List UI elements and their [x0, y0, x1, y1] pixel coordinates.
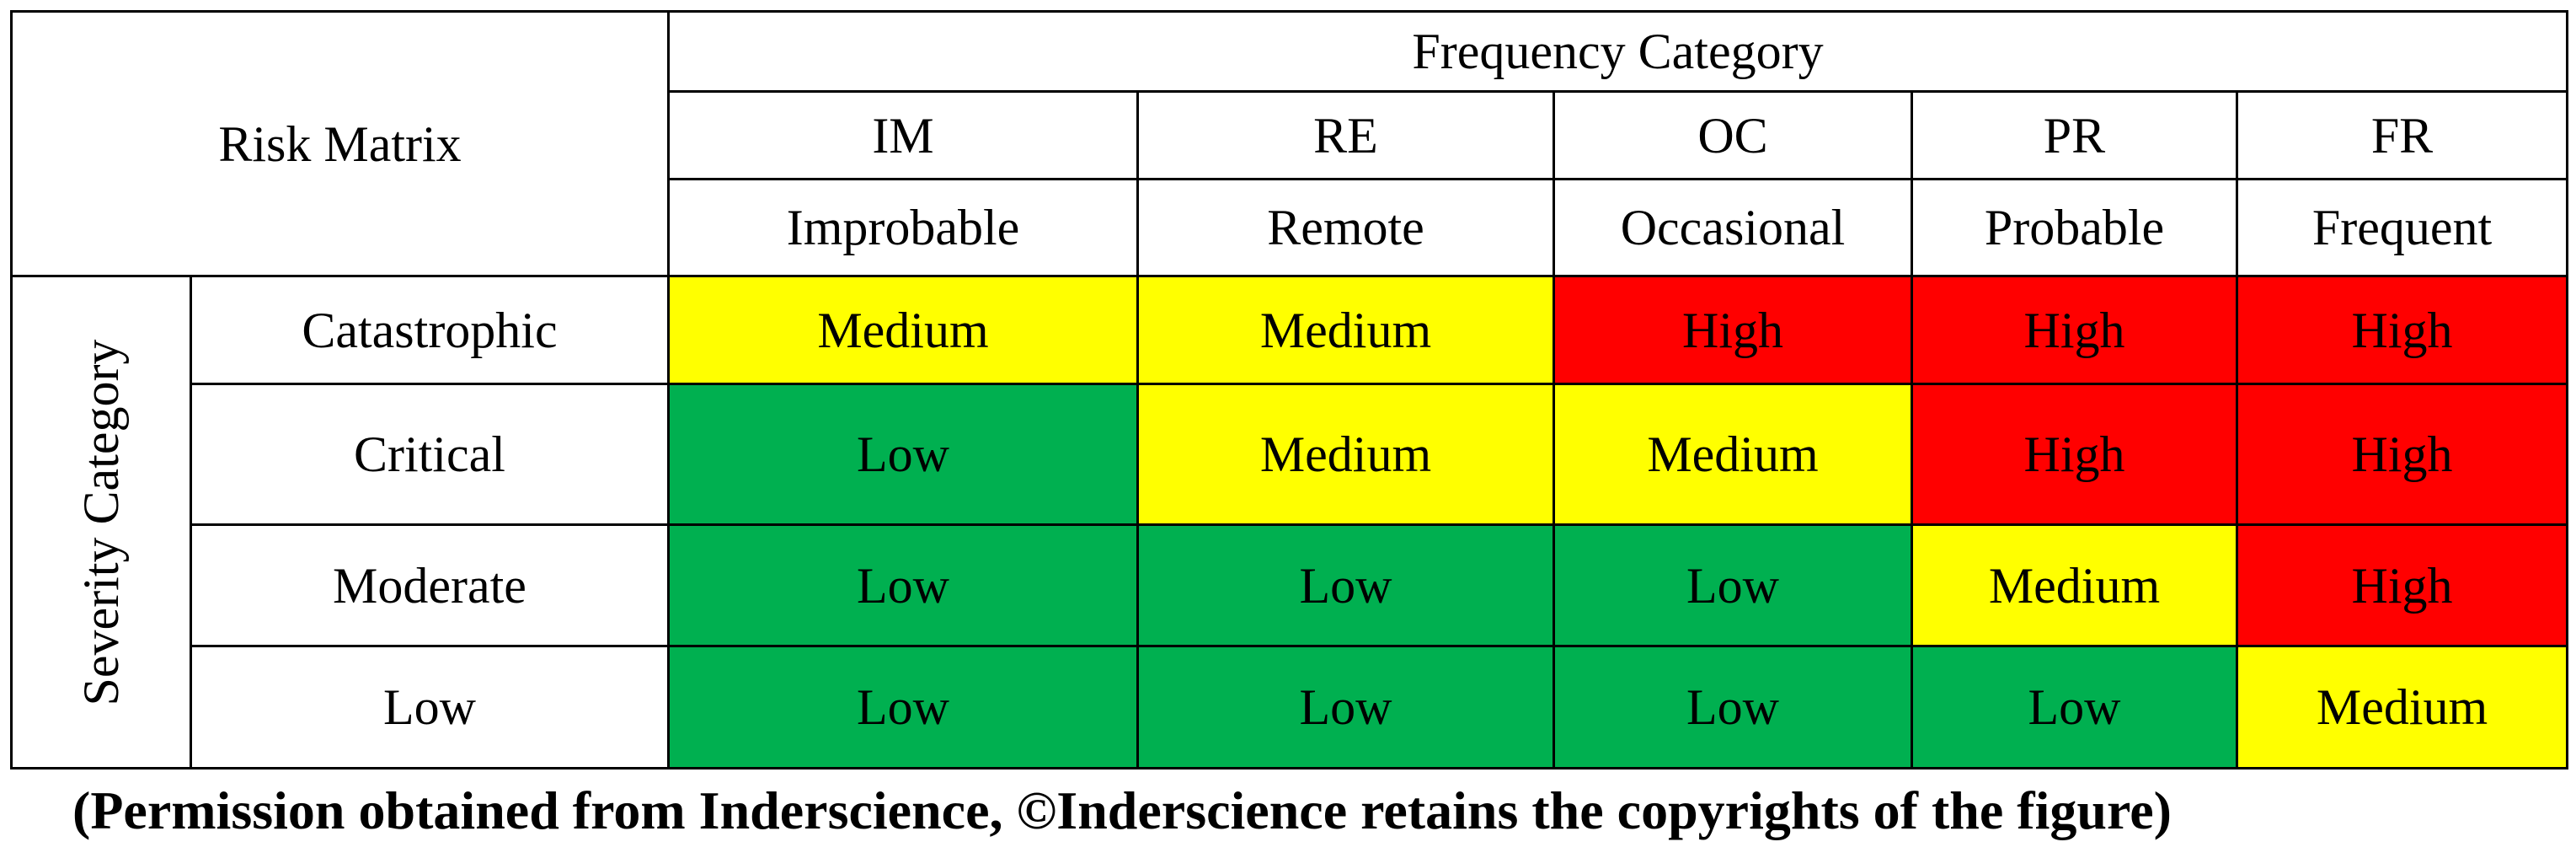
severity-row: Moderate Low Low Low Medium High	[12, 523, 2569, 647]
frequency-code: IM	[667, 90, 1139, 180]
risk-cell: High	[1911, 275, 2238, 385]
frequency-name: Occasional	[1553, 178, 1913, 277]
risk-cell: Medium	[1553, 383, 1913, 526]
severity-label: Critical	[190, 383, 670, 526]
severity-label: Moderate	[190, 523, 670, 647]
risk-cell: Low	[667, 523, 1139, 647]
risk-cell: High	[1553, 275, 1913, 385]
risk-cell: Low	[1136, 523, 1555, 647]
permission-caption: (Permission obtained from Inderscience, …	[72, 780, 2172, 840]
risk-cell: Medium	[1911, 523, 2238, 647]
risk-cell: High	[2235, 383, 2569, 526]
frequency-category-header: Frequency Category	[666, 10, 2569, 93]
severity-row: Critical Low Medium Medium High High	[12, 383, 2569, 526]
risk-cell: High	[2235, 275, 2569, 385]
frequency-code: PR	[1911, 90, 2238, 180]
severity-category-header: Severity Category	[10, 275, 192, 770]
risk-cell: Medium	[2235, 645, 2569, 770]
frequency-name: Remote	[1136, 178, 1555, 277]
severity-label: Catastrophic	[190, 275, 670, 385]
risk-cell: Low	[1553, 645, 1913, 770]
risk-cell: Medium	[667, 275, 1139, 385]
risk-cell: Low	[1136, 645, 1555, 770]
risk-cell: Medium	[1136, 275, 1555, 385]
risk-cell: Low	[1911, 645, 2238, 770]
risk-cell: Low	[667, 383, 1139, 526]
severity-category-label: Severity Category	[73, 339, 129, 705]
frequency-code: FR	[2235, 90, 2569, 180]
severity-label: Low	[190, 645, 670, 770]
risk-cell: Medium	[1136, 383, 1555, 526]
risk-cell: High	[1911, 383, 2238, 526]
risk-matrix-title: Risk Matrix	[10, 10, 670, 277]
risk-cell: Low	[1553, 523, 1913, 647]
frequency-name: Probable	[1911, 178, 2238, 277]
frequency-code: OC	[1553, 90, 1913, 180]
risk-matrix-table: Risk Matrix Frequency Category IM RE OC …	[10, 10, 2569, 770]
frequency-name: Frequent	[2235, 178, 2569, 277]
frequency-code-row: IM RE OC PR FR	[12, 90, 2569, 180]
frequency-code: RE	[1136, 90, 1555, 180]
risk-cell: High	[2235, 523, 2569, 647]
frequency-name: Improbable	[667, 178, 1139, 277]
risk-cell: Low	[667, 645, 1139, 770]
severity-row: Low Low Low Low Low Medium	[12, 645, 2569, 770]
frequency-name-row: Improbable Remote Occasional Probable Fr…	[12, 178, 2569, 277]
severity-row: Severity Category Catastrophic Medium Me…	[10, 275, 2569, 770]
